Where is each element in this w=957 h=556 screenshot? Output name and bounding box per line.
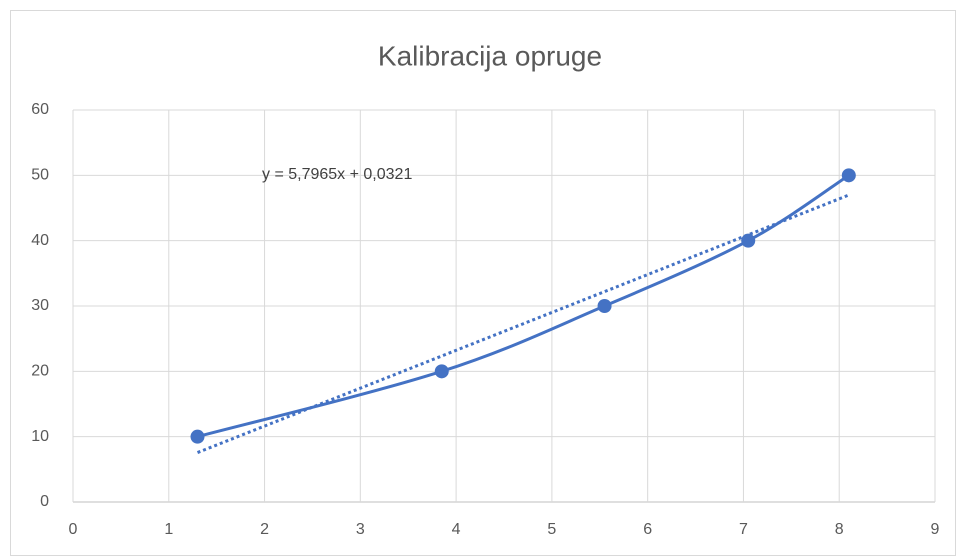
series-line: [197, 174, 850, 439]
point: [434, 364, 449, 379]
y-tick-label: 40: [31, 232, 49, 249]
trendline-label: y = 5,7965x + 0,0321: [262, 166, 412, 183]
x-tick-label: 5: [547, 521, 556, 538]
point: [597, 299, 612, 313]
y-tick-label: 50: [31, 167, 49, 184]
x-tick-label: 7: [739, 521, 748, 538]
x-tick-label: 0: [69, 521, 78, 538]
x-tick-label: 3: [356, 521, 365, 538]
x-tick-label: 6: [643, 521, 652, 538]
point: [841, 168, 856, 183]
point: [741, 233, 756, 248]
x-tick-label: 4: [452, 521, 461, 538]
y-tick-label: 30: [31, 297, 49, 314]
chart-title: Kalibracija opruge: [378, 40, 602, 71]
x-tick-label: 1: [164, 521, 173, 538]
x-tick-label: 8: [835, 521, 844, 538]
y-tick-label: 60: [31, 101, 49, 118]
chart-border: [10, 10, 956, 556]
point: [190, 429, 205, 444]
x-tick-label: 2: [260, 521, 269, 538]
y-tick-label: 0: [40, 493, 49, 510]
y-tick-label: 10: [31, 428, 49, 445]
y-tick-label: 20: [31, 363, 49, 380]
x-tick-label: 9: [931, 521, 940, 538]
